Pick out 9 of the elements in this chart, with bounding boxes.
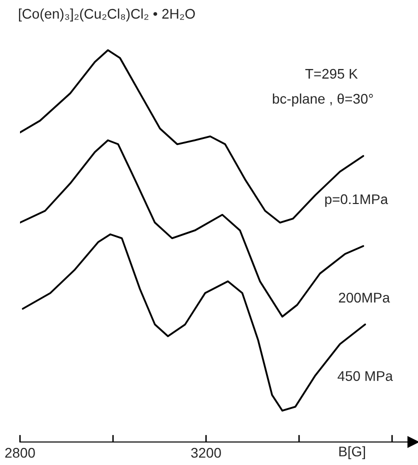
series-label: 200MPa [338,292,390,303]
x-axis-title: B[G] [339,446,365,460]
annotation: T=295 K [305,68,358,79]
series-label: p=0.1MPa [325,194,388,207]
x-tick-label: 2800 [5,448,35,458]
annotation: bc-plane , θ=30° [272,94,373,106]
chart-title: [Co(en)₃]₂(Cu₂Cl₈)Cl₂ • 2H₂O [18,8,195,22]
x-tick-label: 3200 [191,448,221,458]
series-label: 450 MPa [338,371,393,381]
